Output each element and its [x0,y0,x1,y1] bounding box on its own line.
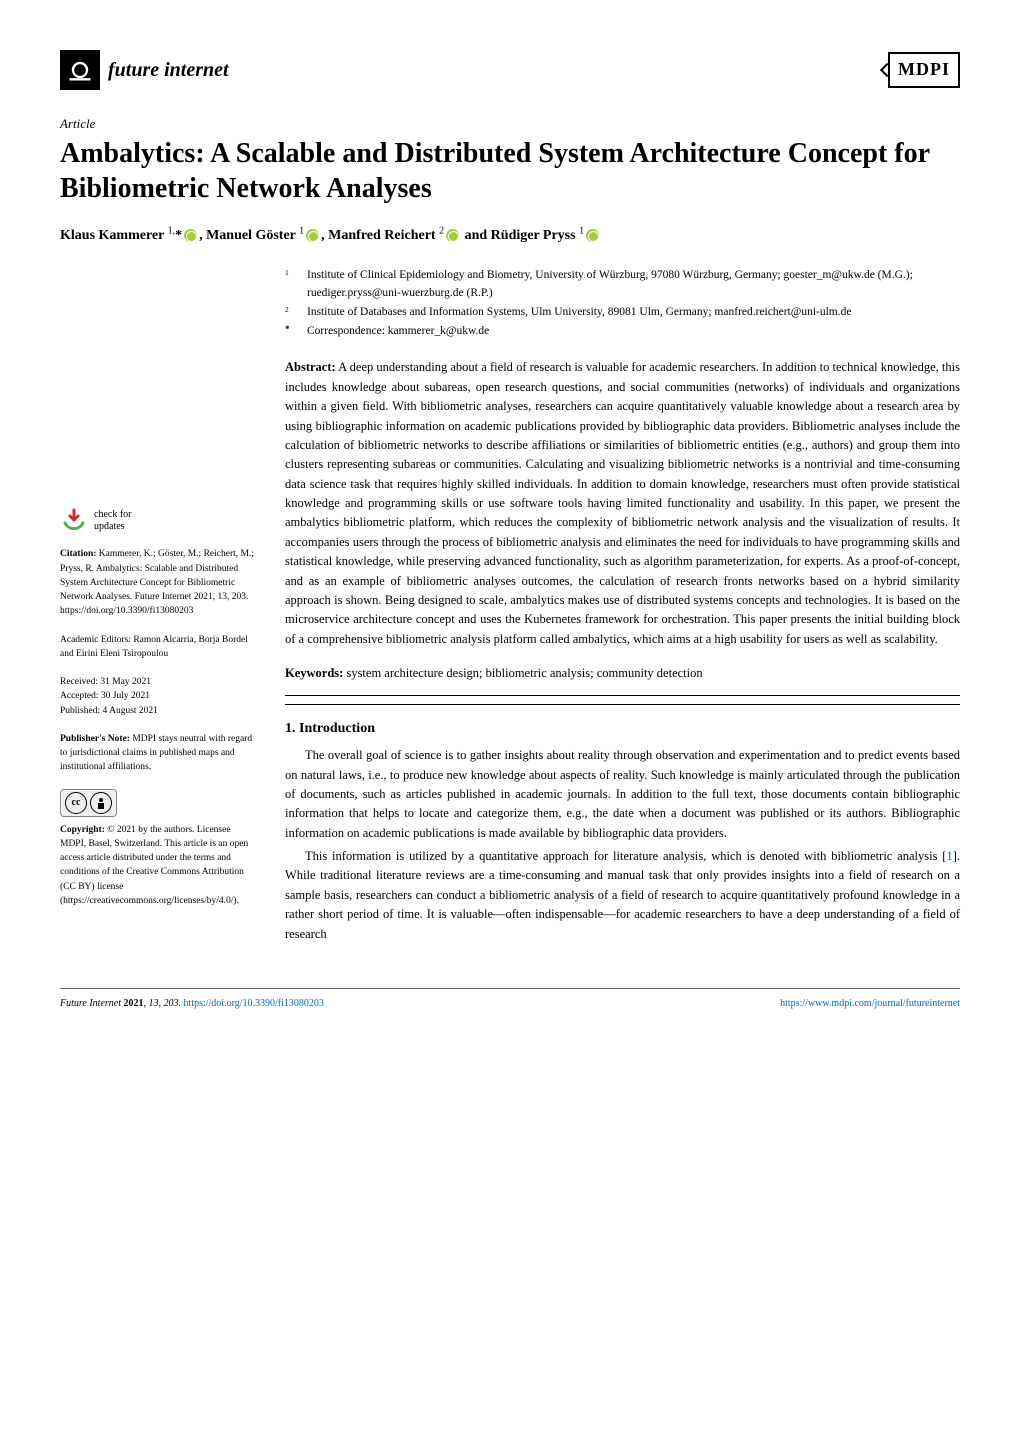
affil-text: Institute of Clinical Epidemiology and B… [307,267,960,302]
affiliations: 1 Institute of Clinical Epidemiology and… [285,267,960,340]
cc-icon: cc [65,792,87,814]
citation-block: Citation: Kammerer, K.; Göster, M.; Reic… [60,547,255,618]
orcid-icon [586,229,599,242]
author-list: Klaus Kammerer 1,*, Manuel Göster 1, Man… [60,224,960,245]
keywords-label: Keywords: [285,666,343,680]
journal-icon [60,50,100,90]
by-icon [90,792,112,814]
affil-text: Institute of Databases and Information S… [307,304,851,321]
section-heading: 1. Introduction [285,719,960,739]
corr-symbol: * [285,323,297,340]
abstract: Abstract: A deep understanding about a f… [285,358,960,649]
journal-name: future internet [108,56,229,84]
keywords: Keywords: system architecture design; bi… [285,665,960,696]
publisher-logo: MDPI [888,52,960,87]
paragraph: This information is utilized by a quanti… [285,847,960,944]
section-divider [285,704,960,705]
doi-link[interactable]: https://doi.org/10.3390/fi13080203 [184,998,324,1009]
editors-block: Academic Editors: Ramon Alcarria, Borja … [60,633,255,662]
abstract-text: A deep understanding about a field of re… [285,360,960,645]
check-for-updates[interactable]: check for updates [60,507,255,535]
orcid-icon [184,229,197,242]
article-title: Ambalytics: A Scalable and Distributed S… [60,136,960,206]
main-column: 1 Institute of Clinical Epidemiology and… [285,267,960,947]
date-received: Received: 31 May 2021 [60,675,255,689]
publisher-note-block: Publisher's Note: MDPI stays neutral wit… [60,732,255,775]
author-names: Klaus Kammerer 1,*, Manuel Göster 1, Man… [60,228,601,243]
check-updates-label: check for updates [94,509,131,533]
page-header: future internet MDPI [60,50,960,90]
footer-left: Future Internet 2021, 13, 203. https://d… [60,997,324,1011]
dates-block: Received: 31 May 2021 Accepted: 30 July … [60,675,255,718]
page-footer: Future Internet 2021, 13, 203. https://d… [60,988,960,1011]
copyright-label: Copyright: [60,825,105,835]
affil-number: 1 [285,267,297,302]
journal-logo: future internet [60,50,229,90]
corr-text: Correspondence: kammerer_k@ukw.de [307,323,489,340]
affil-number: 2 [285,304,297,321]
cc-license-badges: cc [60,789,255,817]
orcid-icon [446,229,459,242]
footer-right: https://www.mdpi.com/journal/futureinter… [780,997,960,1011]
abstract-label: Abstract: [285,360,336,374]
copyright-block: Copyright: © 2021 by the authors. Licens… [60,823,255,909]
date-published: Published: 4 August 2021 [60,704,255,718]
check-updates-icon [60,507,88,535]
paragraph: The overall goal of science is to gather… [285,746,960,843]
sidebar: check for updates Citation: Kammerer, K.… [60,267,255,947]
journal-url-link[interactable]: https://www.mdpi.com/journal/futureinter… [780,998,960,1009]
citation-label: Citation: [60,549,96,559]
date-accepted: Accepted: 30 July 2021 [60,689,255,703]
copyright-text: © 2021 by the authors. Licensee MDPI, Ba… [60,825,248,906]
article-type: Article [60,115,960,133]
keywords-text: system architecture design; bibliometric… [346,666,702,680]
editors-label: Academic Editors: [60,635,131,645]
citation-text: Kammerer, K.; Göster, M.; Reichert, M.; … [60,549,254,616]
orcid-icon [306,229,319,242]
body-text: The overall goal of science is to gather… [285,746,960,944]
pubnote-label: Publisher's Note: [60,734,130,744]
